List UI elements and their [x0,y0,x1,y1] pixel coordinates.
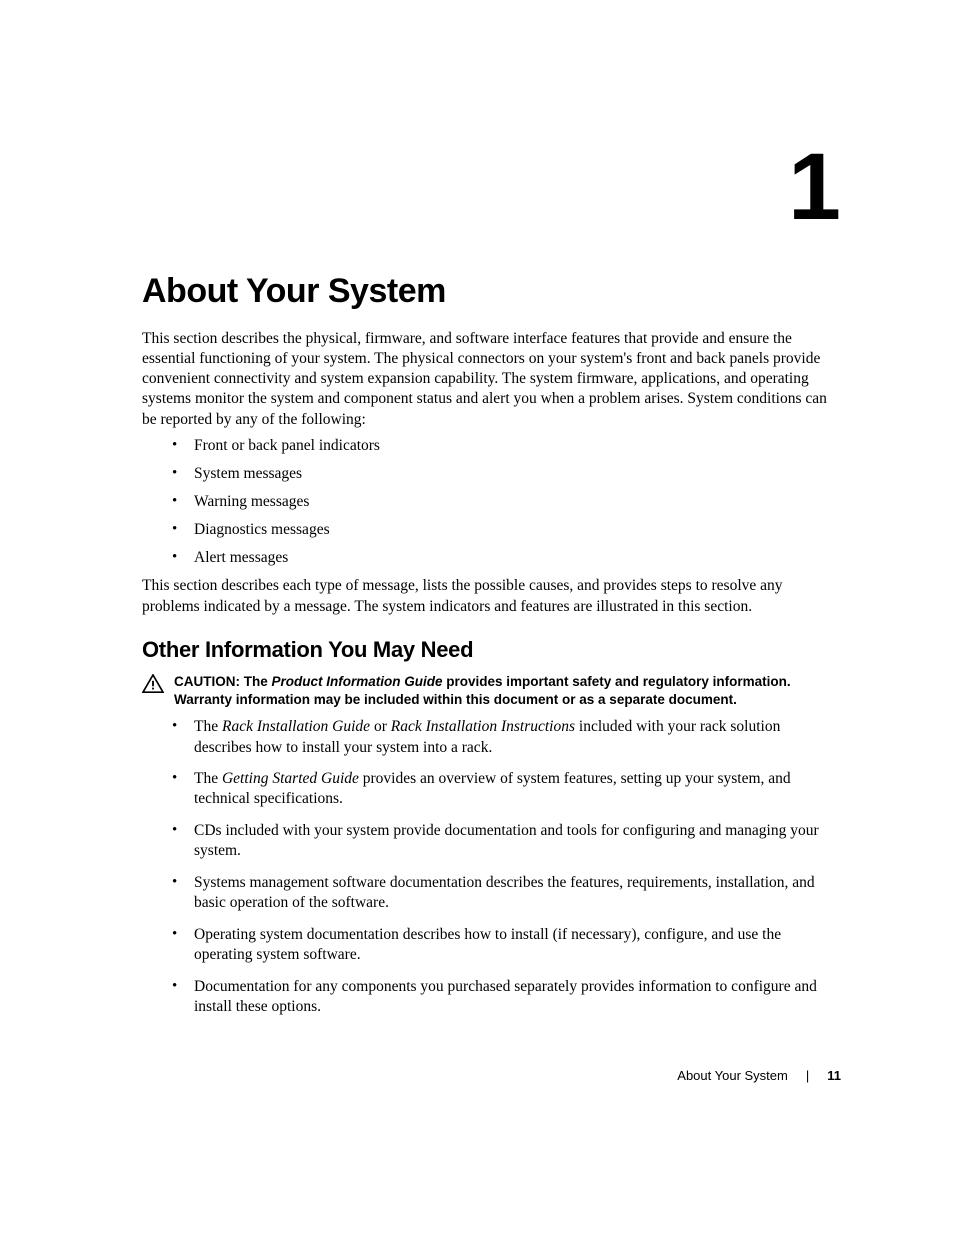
doc-title: Getting Started Guide [222,770,359,787]
caution-doc-title: Product Information Guide [272,674,443,689]
caution-pre: The [244,674,272,689]
intro-paragraph-2: This section describes each type of mess… [142,576,841,616]
footer-section-name: About Your System [677,1068,788,1083]
footer-page-number: 11 [827,1068,841,1083]
list-item: Documentation for any components you pur… [194,977,841,1018]
caution-text: CAUTION: The Product Information Guide p… [174,673,841,709]
text: The [194,770,222,787]
list-item: Alert messages [194,548,841,568]
section-title: Other Information You May Need [142,637,841,663]
intro-paragraph-1: This section describes the physical, fir… [142,329,841,430]
page: 1 About Your System This section describ… [0,0,954,1235]
intro-bullet-list: Front or back panel indicators System me… [142,436,841,569]
info-list: The Rack Installation Guide or Rack Inst… [142,717,841,1017]
caution-label: CAUTION: [174,674,244,689]
list-item: CDs included with your system provide do… [194,821,841,862]
list-item: Operating system documentation describes… [194,925,841,966]
text: or [370,718,391,735]
doc-title: Rack Installation Guide [222,718,370,735]
footer-separator: | [806,1068,809,1083]
list-item: System messages [194,464,841,484]
chapter-number: 1 [788,140,841,235]
list-item: The Getting Started Guide provides an ov… [194,769,841,810]
text: The [194,718,222,735]
list-item: Front or back panel indicators [194,436,841,456]
list-item: The Rack Installation Guide or Rack Inst… [194,717,841,758]
list-item: Systems management software documentatio… [194,873,841,914]
list-item: Diagnostics messages [194,520,841,540]
caution-block: CAUTION: The Product Information Guide p… [142,673,841,709]
list-item: Warning messages [194,492,841,512]
doc-title: Rack Installation Instructions [391,718,575,735]
page-footer: About Your System | 11 [677,1068,841,1083]
caution-icon [142,674,164,694]
chapter-title: About Your System [142,0,841,311]
